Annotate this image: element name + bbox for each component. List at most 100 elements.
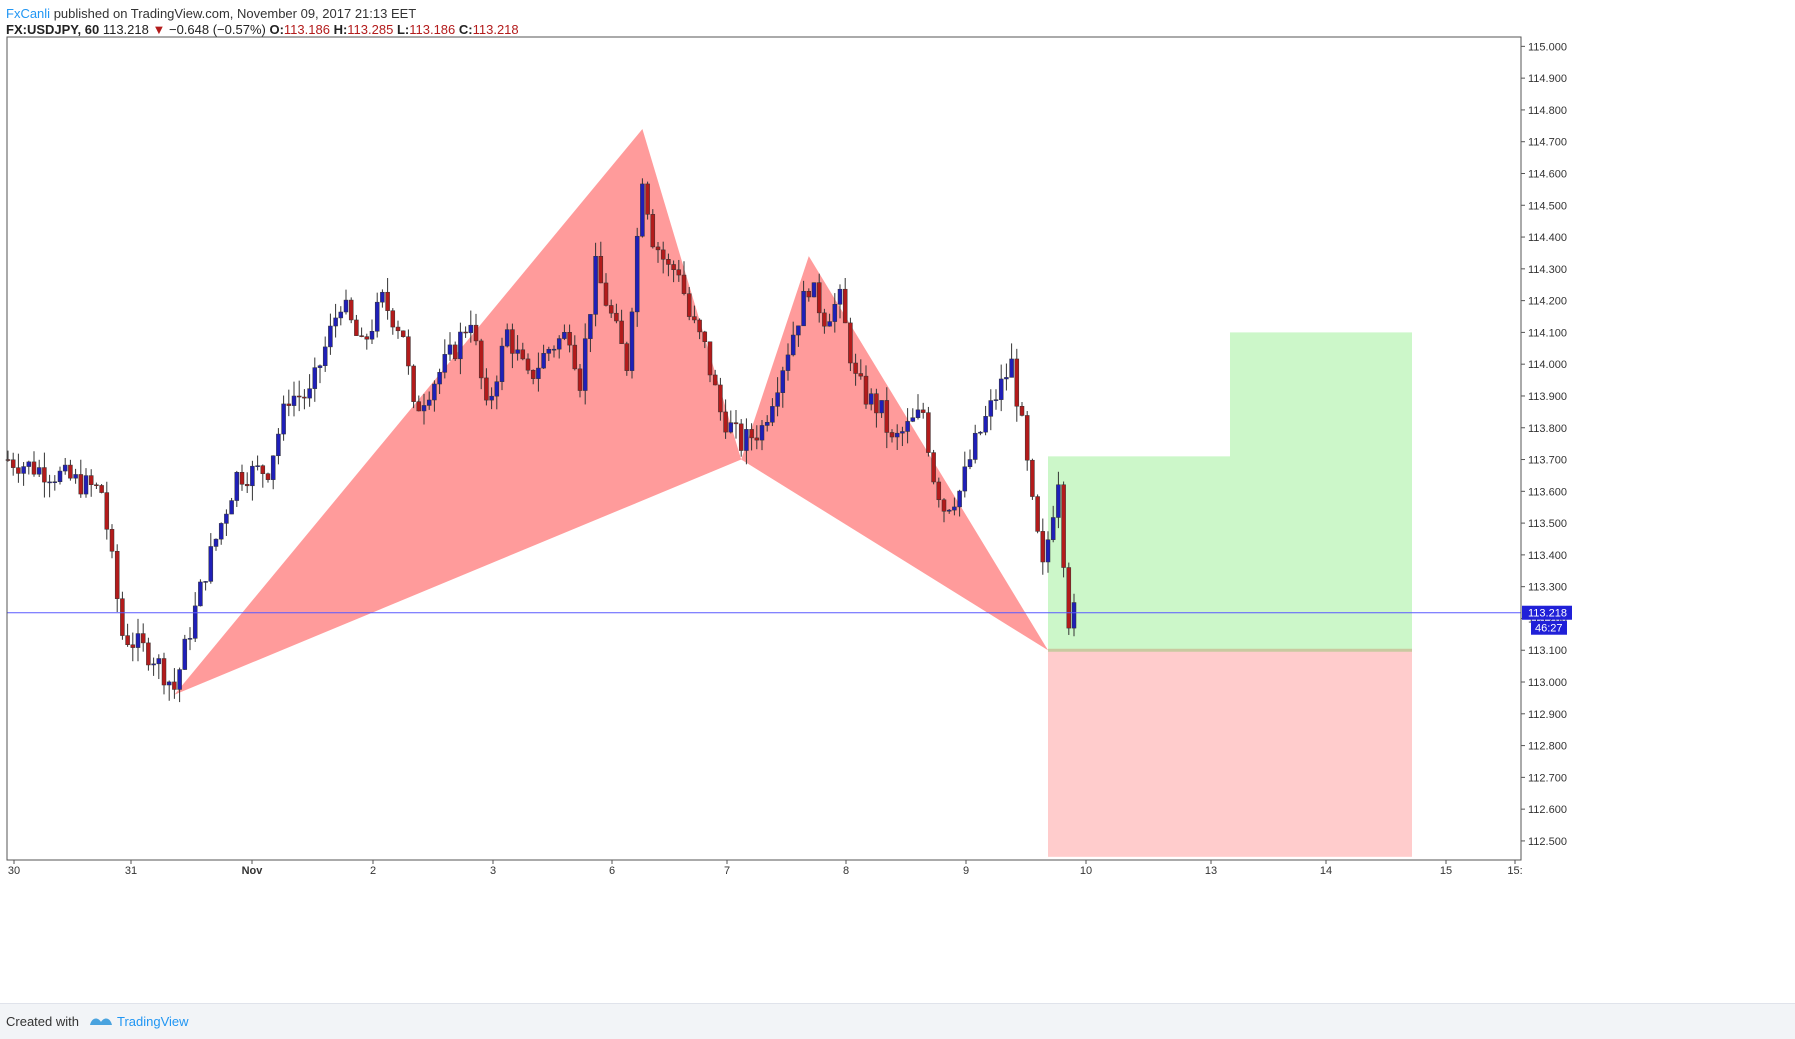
candle-body bbox=[723, 411, 728, 433]
candle-body bbox=[218, 523, 224, 540]
target-zone-1[interactable] bbox=[1048, 456, 1230, 651]
candle-body bbox=[328, 325, 333, 348]
y-tick-label: 114.700 bbox=[1528, 137, 1567, 149]
candle-body bbox=[629, 311, 635, 371]
candle bbox=[244, 472, 250, 493]
candle bbox=[57, 466, 63, 485]
candle-body bbox=[16, 467, 21, 474]
close-label: C: bbox=[458, 22, 473, 37]
price-chart[interactable]: 115.000 114.900 114.800 114.700 114.600 114.5… bbox=[0, 0, 1795, 1003]
candle-body bbox=[5, 459, 11, 461]
candle-body bbox=[520, 349, 526, 360]
candle bbox=[473, 313, 479, 346]
candle bbox=[686, 287, 692, 321]
candle-body bbox=[374, 301, 380, 332]
candle-body bbox=[952, 506, 957, 511]
candle bbox=[1009, 343, 1014, 378]
candle-body bbox=[1071, 602, 1077, 629]
candle bbox=[671, 260, 676, 283]
candle-body bbox=[624, 343, 630, 371]
candle-body bbox=[692, 316, 697, 321]
candle-body bbox=[770, 406, 775, 423]
candle-body bbox=[790, 334, 796, 356]
author-link[interactable]: FxCanli bbox=[6, 6, 51, 21]
candle-body bbox=[364, 336, 370, 340]
candle bbox=[166, 680, 172, 701]
y-tick-label: 112.900 bbox=[1528, 709, 1567, 721]
candle bbox=[863, 365, 869, 409]
candle bbox=[525, 353, 531, 375]
y-tick-label: 114.900 bbox=[1528, 73, 1567, 85]
candle bbox=[250, 460, 255, 501]
candle-body bbox=[889, 432, 895, 438]
candle-body bbox=[707, 341, 713, 376]
candle-body bbox=[369, 331, 375, 340]
y-tick-label: 114.400 bbox=[1528, 232, 1567, 244]
candle-body bbox=[983, 416, 988, 433]
candle bbox=[47, 474, 52, 498]
candle bbox=[650, 209, 656, 249]
candle bbox=[109, 524, 115, 559]
candle bbox=[411, 364, 416, 409]
candle-body bbox=[998, 378, 1004, 400]
candle-body bbox=[988, 400, 994, 417]
candle-body bbox=[1035, 496, 1040, 532]
candle bbox=[629, 307, 635, 379]
candle bbox=[593, 242, 598, 327]
pattern-triangle-bcd[interactable] bbox=[741, 256, 1048, 651]
candle-body bbox=[1040, 531, 1046, 563]
candle bbox=[926, 406, 931, 457]
y-tick-label: 113.400 bbox=[1528, 550, 1567, 562]
current-price-box bbox=[1522, 605, 1572, 620]
candle-body bbox=[931, 452, 936, 483]
candle bbox=[785, 343, 791, 381]
candle bbox=[614, 303, 619, 324]
candle bbox=[172, 668, 177, 699]
candle-body bbox=[114, 551, 120, 599]
candle-body bbox=[120, 598, 125, 636]
candle bbox=[915, 394, 921, 420]
candle bbox=[213, 538, 219, 551]
y-tick-label: 114.200 bbox=[1528, 296, 1567, 308]
candle-body bbox=[473, 324, 479, 342]
candle-body bbox=[957, 490, 962, 508]
candle-body bbox=[78, 474, 84, 495]
target-zone-2[interactable] bbox=[1230, 332, 1412, 651]
candle bbox=[770, 398, 775, 427]
position-tool[interactable] bbox=[1048, 332, 1412, 857]
candle bbox=[135, 618, 141, 662]
candle bbox=[858, 359, 864, 380]
candle bbox=[905, 408, 910, 444]
candle-body bbox=[666, 259, 671, 265]
candle bbox=[666, 253, 671, 277]
x-tick-label: 15: bbox=[1507, 865, 1522, 877]
candle-body bbox=[478, 340, 484, 379]
candle-body bbox=[452, 344, 458, 360]
candle-body bbox=[57, 470, 63, 482]
candle bbox=[291, 381, 297, 417]
stop-zone[interactable] bbox=[1048, 650, 1412, 857]
candle bbox=[598, 241, 604, 284]
candle bbox=[1045, 531, 1051, 573]
candle-body bbox=[281, 403, 286, 435]
candle bbox=[577, 364, 583, 398]
symbol-label[interactable]: FX:USDJPY, 60 bbox=[6, 22, 100, 37]
candle-body bbox=[21, 466, 26, 474]
candle-body bbox=[208, 546, 214, 582]
tradingview-link[interactable]: TradingView bbox=[117, 1014, 189, 1029]
candle-body bbox=[530, 369, 536, 379]
candle bbox=[234, 470, 240, 507]
tradingview-logo-icon bbox=[90, 1018, 112, 1025]
candle bbox=[5, 450, 11, 462]
candle-body bbox=[868, 393, 874, 405]
x-tick-label: 14 bbox=[1320, 865, 1332, 877]
candle bbox=[816, 273, 822, 323]
candle bbox=[972, 424, 978, 464]
candle-body bbox=[879, 400, 884, 414]
candle-body bbox=[712, 374, 718, 386]
candle-body bbox=[837, 288, 843, 305]
candle-body bbox=[598, 256, 604, 284]
candle-body bbox=[166, 681, 172, 686]
candle-body bbox=[359, 335, 364, 337]
candle-body bbox=[603, 282, 609, 306]
